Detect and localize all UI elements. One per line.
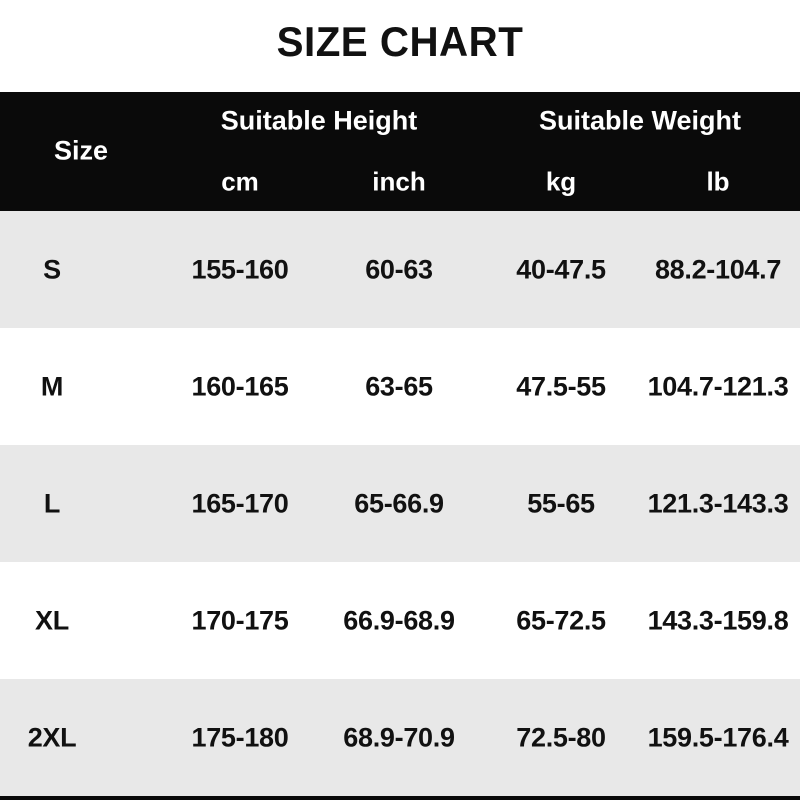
cell-height-inch: 66.9-68.9 — [343, 605, 455, 635]
bottom-divider — [0, 796, 800, 800]
page-title: SIZE CHART — [276, 18, 524, 65]
cell-weight-lb: 159.5-176.4 — [647, 722, 789, 752]
column-header-lb: lb — [706, 166, 730, 197]
cell-weight-lb: 121.3-143.3 — [647, 488, 789, 518]
table-row: XL 170-175 66.9-68.9 65-72.5 143.3-159.8 — [0, 562, 800, 679]
cell-height-cm: 165-170 — [191, 488, 289, 518]
cell-weight-kg: 55-65 — [527, 488, 595, 518]
cell-size: L — [43, 488, 61, 518]
table-row: S 155-160 60-63 40-47.5 88.2-104.7 — [0, 211, 800, 328]
cell-weight-lb: 104.7-121.3 — [647, 371, 789, 401]
cell-height-cm: 160-165 — [191, 371, 289, 401]
column-header-inch: inch — [372, 166, 426, 197]
cell-weight-lb: 143.3-159.8 — [647, 605, 789, 635]
cell-weight-kg: 47.5-55 — [516, 371, 606, 401]
cell-weight-lb: 88.2-104.7 — [654, 254, 782, 284]
column-group-suitable-weight: Suitable Weight — [538, 105, 742, 136]
cell-size: 2XL — [27, 722, 77, 752]
cell-weight-kg: 72.5-80 — [516, 722, 606, 752]
cell-height-inch: 60-63 — [365, 254, 433, 284]
cell-height-cm: 175-180 — [191, 722, 289, 752]
column-header-size: Size — [53, 135, 109, 166]
cell-size: XL — [35, 605, 69, 635]
table-row: M 160-165 63-65 47.5-55 104.7-121.3 — [0, 328, 800, 445]
cell-height-cm: 170-175 — [191, 605, 289, 635]
cell-height-inch: 63-65 — [365, 371, 433, 401]
cell-size: M — [40, 371, 64, 401]
column-group-suitable-height: Suitable Height — [220, 105, 418, 136]
cell-weight-kg: 40-47.5 — [516, 254, 606, 284]
cell-height-inch: 65-66.9 — [354, 488, 444, 518]
cell-size: S — [43, 254, 61, 284]
column-header-kg: kg — [545, 166, 577, 197]
table-row: L 165-170 65-66.9 55-65 121.3-143.3 — [0, 445, 800, 562]
cell-weight-kg: 65-72.5 — [516, 605, 606, 635]
column-header-cm: cm — [221, 166, 259, 197]
cell-height-inch: 68.9-70.9 — [343, 722, 455, 752]
cell-height-cm: 155-160 — [191, 254, 289, 284]
table-row: 2XL 175-180 68.9-70.9 72.5-80 159.5-176.… — [0, 679, 800, 796]
table-header: Size Suitable Height Suitable Weight cm … — [0, 92, 800, 211]
